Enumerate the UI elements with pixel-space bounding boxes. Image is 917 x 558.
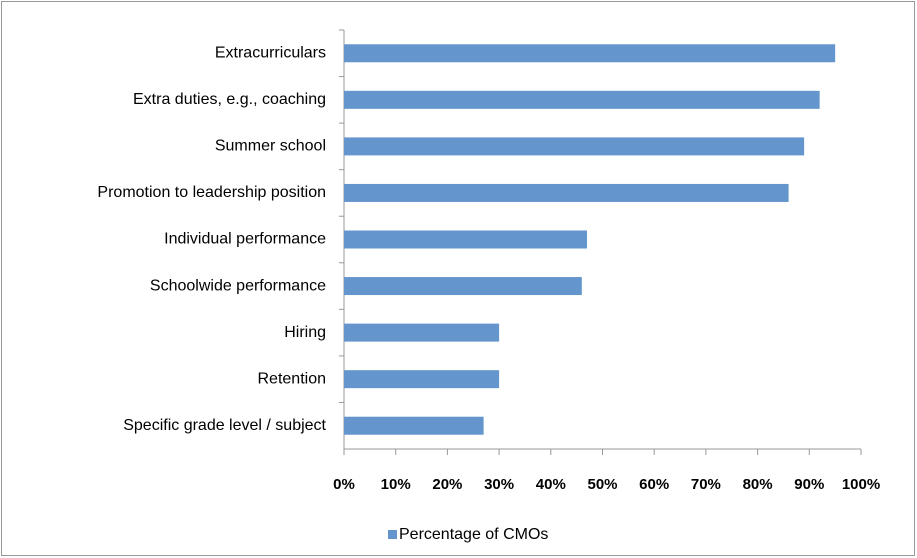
x-tick-label: 60%	[639, 476, 669, 493]
y-tick-label: Promotion to leadership position	[97, 184, 326, 201]
bar	[344, 183, 789, 202]
bar	[344, 44, 836, 63]
y-tick-label: Summer school	[215, 138, 326, 155]
x-tick-label: 100%	[842, 476, 880, 493]
y-tick-label: Specific grade level / subject	[123, 417, 326, 434]
x-tick-label: 30%	[484, 476, 514, 493]
y-tick-label: Schoolwide performance	[150, 277, 326, 294]
x-tick-label: 70%	[691, 476, 721, 493]
y-tick-label: Individual performance	[164, 231, 326, 248]
y-tick-label: Retention	[258, 370, 327, 387]
x-tick-label: 90%	[794, 476, 824, 493]
x-tick-label: 50%	[587, 476, 617, 493]
bar	[344, 323, 500, 342]
x-tick-label: 0%	[333, 476, 355, 493]
legend-swatch	[388, 530, 397, 539]
x-tick-label: 80%	[743, 476, 773, 493]
y-tick-label: Hiring	[284, 324, 326, 341]
bar	[344, 90, 820, 109]
legend-label: Percentage of CMOs	[399, 526, 548, 543]
bar	[344, 370, 500, 389]
bar	[344, 137, 805, 156]
y-tick-label: Extra duties, e.g., coaching	[133, 91, 326, 108]
bar	[344, 230, 587, 249]
y-tick-label: Extracurriculars	[215, 44, 326, 61]
bar	[344, 416, 484, 435]
x-tick-label: 10%	[381, 476, 411, 493]
bar	[344, 277, 582, 296]
x-tick-label: 20%	[432, 476, 462, 493]
x-tick-label: 40%	[536, 476, 566, 493]
